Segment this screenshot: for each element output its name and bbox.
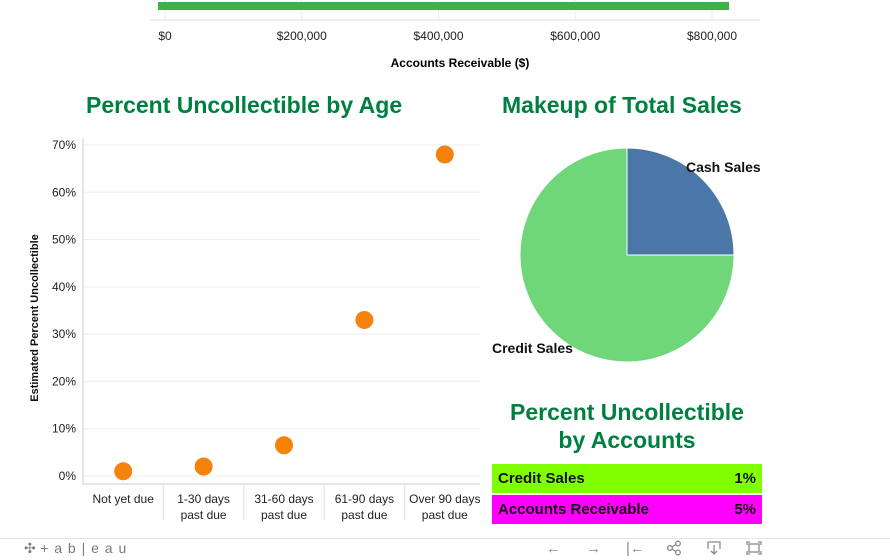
pie-slice-cash-sales [626,147,735,256]
scatter-y-tick-label: 20% [52,374,76,388]
top-bar [158,2,730,10]
top-tick-label: $0 [158,29,172,43]
table-row-value: 5% [734,501,756,518]
table-row-credit-sales: Credit Sales 1% [492,464,762,494]
scatter-x-tick-label: Not yet due [93,492,155,506]
scatter-y-axis-label: Estimated Percent Uncollectible [29,234,41,402]
table-title-line-1: Percent Uncollectible [510,399,744,425]
scatter-y-tick-label: 30% [52,327,76,341]
scatter-point [275,436,293,455]
pie-label-cash-sales: Cash Sales [686,159,761,175]
top-tick-label: $200,000 [277,29,327,43]
table-row-accounts-receivable: Accounts Receivable 5% [492,495,762,525]
table-row-value: 1% [734,470,756,487]
scatter-point [114,462,133,481]
tableau-logo-text: + a b | e a u [40,540,128,556]
scatter-chart: 0% 10% 20% 30% 40% 50% 60% 70% Estimated Percent… [29,138,480,522]
scatter-y-tick-label: 10% [52,422,76,436]
top-tick-label: $800,000 [687,29,737,43]
scatter-point [194,457,213,476]
revert-icon[interactable]: |← [626,540,645,557]
top-bar-chart: $0 $200,000 $400,000 $600,000 $800,000 Accou… [0,0,890,80]
scatter-y-tick-label: 0% [59,469,77,483]
table-row-label: Accounts Receivable [498,501,649,518]
scatter-x-tick-label: 1-30 days past due [177,492,230,522]
scatter-x-tick-label: 61-90 days past due [335,492,394,522]
pie-slice-credit-sales [519,147,735,363]
top-tick-label: $400,000 [413,29,463,43]
undo-icon[interactable]: ← [546,540,561,557]
tableau-logo-icon: ✣ [24,540,36,556]
pie-label-credit-sales: Credit Sales [492,340,573,356]
scatter-y-tick-label: 60% [52,185,76,199]
scatter-x-tick-label: Over 90 days past due [409,492,480,522]
scatter-point [355,310,374,329]
fullscreen-icon[interactable] [746,540,762,560]
table-title-line-2: by Accounts [558,427,696,453]
table-title: Percent Uncollectible by Accounts [492,398,762,454]
scatter-point [435,145,454,164]
share-icon[interactable] [666,540,682,560]
scatter-title: Percent Uncollectible by Age [86,92,403,118]
download-icon[interactable] [706,540,722,560]
scatter-y-tick-label: 70% [52,138,76,152]
top-bar-chart-svg: $0 $200,000 $400,000 $600,000 $800,000 [150,0,760,43]
tableau-logo[interactable]: ✣ + a b | e a u [24,540,127,558]
scatter-y-tick-label: 40% [52,280,76,294]
scatter-x-tick-label: 31-60 days past due [254,492,313,522]
table-row-label: Credit Sales [498,470,585,487]
top-x-axis-label: Accounts Receivable ($) [390,56,530,70]
scatter-y-tick-label: 50% [52,233,76,247]
pie-title: Makeup of Total Sales [502,92,742,118]
top-tick-label: $600,000 [550,29,600,43]
tableau-toolbar: ✣ + a b | e a u ← → |← [0,538,890,559]
pie-chart: Cash Sales Credit Sales [492,147,761,363]
redo-icon[interactable]: → [586,540,601,557]
